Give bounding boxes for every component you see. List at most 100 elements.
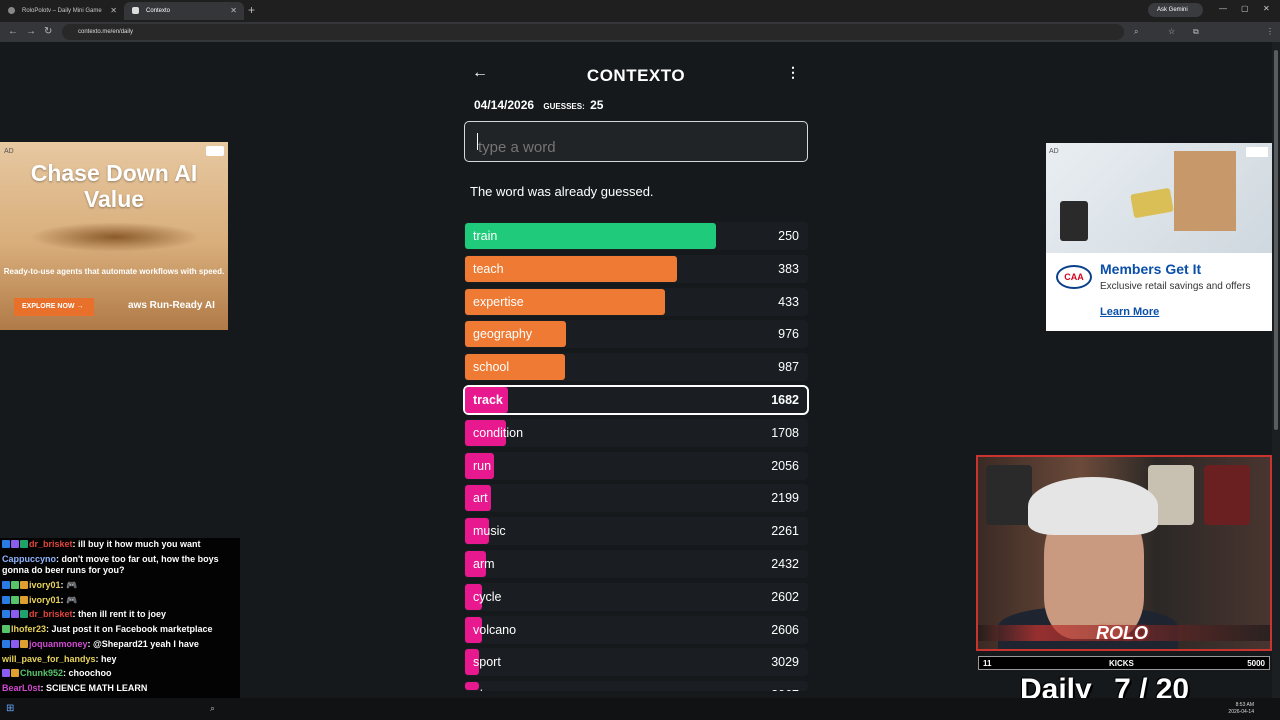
guesses-count: 25 (590, 98, 604, 112)
guess-word: sport (473, 655, 501, 670)
adchoices-icon[interactable] (206, 146, 224, 156)
chat-badge-icon (20, 540, 28, 548)
guess-word: train (473, 229, 498, 243)
chat-username[interactable]: dr_brisket (29, 609, 73, 620)
guess-row: art 2199 (464, 484, 808, 513)
chat-text: : @Shepard21 yeah I have (87, 638, 199, 649)
start-icon[interactable]: ⊞ (6, 703, 15, 714)
extensions-icon[interactable]: ⧉ (1193, 27, 1199, 36)
more-options-icon[interactable]: ⋮ (786, 64, 800, 80)
taskbar: ⊞ ⌕ 8:53 AM 2026-04-14 (0, 698, 1280, 720)
chat-username[interactable]: BearL0st (2, 682, 41, 693)
text-caret (477, 133, 478, 150)
similarity-bar (465, 255, 678, 282)
guess-row: sport 3029 (464, 648, 808, 677)
guess-rank: 2261 (771, 524, 799, 539)
chat-badge-icon (2, 581, 10, 590)
back-icon[interactable]: ← (8, 26, 18, 37)
browser-menu-icon[interactable]: ⋮ (1266, 27, 1274, 36)
chat-badge-icon (2, 540, 10, 548)
minimize-icon[interactable]: — (1219, 4, 1227, 13)
chat-text: : ill buy it how much you want (72, 539, 201, 549)
game-title: CONTEXTO (586, 66, 686, 85)
similarity-bar (465, 419, 507, 446)
chat-badge-icon (2, 595, 10, 604)
similarity-bar (465, 354, 565, 381)
maximize-icon[interactable]: ▢ (1241, 4, 1249, 13)
chat-badge-icon (2, 669, 10, 678)
chat-text: : SCIENCE MATH LEARN (40, 682, 148, 693)
chat-badge-icon (2, 639, 10, 648)
chat-badge-icon (11, 639, 19, 648)
back-arrow-icon[interactable]: ← (472, 64, 488, 81)
learn-more-link[interactable]: Learn More (1100, 306, 1160, 318)
explore-now-button[interactable]: EXPLORE NOW → (14, 298, 94, 316)
guess-word: volcano (473, 622, 517, 637)
kicks-current: 11 (983, 659, 992, 668)
guess-rank: 1682 (771, 392, 799, 407)
ask-gemini-button[interactable]: Ask Gemini (1148, 3, 1203, 17)
similarity-bar (465, 223, 717, 249)
address-bar[interactable]: contexto.me/en/daily (62, 24, 1124, 40)
guess-word: plane (473, 688, 504, 691)
zoom-icon[interactable]: ⌕ (1134, 27, 1139, 36)
chat-username[interactable]: dr_brisket (29, 539, 73, 549)
chat-text: : Just post it on Facebook marketplace (46, 624, 213, 635)
similarity-bar (465, 452, 495, 479)
reload-icon[interactable]: ↻ (44, 26, 53, 37)
word-input[interactable] (464, 121, 808, 162)
similarity-bar (465, 485, 491, 512)
shopping-bag-image (1174, 151, 1236, 231)
window-close-icon[interactable]: ✕ (1263, 4, 1270, 13)
url-text: contexto.me/en/daily (78, 29, 134, 35)
scrollbar-thumb[interactable] (1274, 50, 1278, 430)
guess-rank: 383 (778, 261, 799, 276)
guess-word: track (473, 392, 503, 407)
guess-rank: 976 (778, 327, 799, 342)
new-tab-icon[interactable]: + (248, 3, 256, 17)
ad-banner-left[interactable]: Chase Down AI Value Ready-to-use agents … (0, 142, 228, 330)
tab-rolopolotv[interactable]: RoloPolotv – Daily Mini Game ✕ (0, 2, 124, 20)
chat-message: ivory01: 🎮 (0, 579, 240, 594)
chat-text: : choochoo (63, 668, 112, 679)
guess-word: condition (473, 425, 524, 440)
ad-headline: Members Get It (1100, 261, 1202, 277)
chat-message: Chunk952: choochoo (0, 667, 240, 682)
chat-username[interactable]: lhofer23 (11, 624, 47, 635)
guess-word: geography (473, 327, 533, 342)
tab-contexto[interactable]: Contexto ✕ (124, 2, 244, 20)
chat-username[interactable]: ivory01 (29, 594, 61, 605)
ad-banner-right[interactable]: CAA Members Get It Exclusive retail savi… (1046, 143, 1272, 331)
forward-icon[interactable]: → (26, 26, 36, 37)
browser-toolbar: ← → ↻ contexto.me/en/daily ⌕ ☆ ⧉ ⋮ (0, 22, 1280, 42)
chat-username[interactable]: Chunk952 (20, 668, 64, 679)
tab-close-icon[interactable]: ✕ (230, 6, 237, 15)
guess-rank: 2432 (771, 556, 799, 571)
search-icon[interactable]: ⌕ (210, 703, 216, 713)
chat-username[interactable]: ivory01 (29, 580, 61, 591)
chat-message: ivory01: 🎮 (0, 594, 240, 609)
similarity-bar (465, 518, 490, 545)
chat-message: joquanmoney: @Shepard21 yeah I have (0, 638, 240, 653)
payment-terminal-image (1060, 201, 1088, 241)
guess-row: geography 976 (464, 320, 808, 349)
guess-row: cycle 2602 (464, 582, 808, 611)
stream-chat: dr_brisket: ill buy it how much you want… (0, 538, 240, 718)
adchoices-icon[interactable] (1246, 147, 1268, 157)
chat-username[interactable]: will_pave_for_handys (2, 653, 96, 664)
guess-rank: 2199 (771, 491, 799, 506)
similarity-bar (465, 386, 508, 413)
chat-username[interactable]: Cappuccyno (2, 553, 57, 564)
chat-message: dr_brisket: then ill rent it to joey (0, 608, 240, 623)
guess-row: music 2261 (464, 517, 808, 546)
page-scrollbar[interactable] (1272, 42, 1280, 698)
chat-text: : 🎮 (60, 580, 78, 591)
browser-tab-bar: RoloPolotv – Daily Mini Game ✕ Contexto … (0, 0, 1280, 22)
chat-username[interactable]: joquanmoney (29, 638, 88, 649)
tab-close-icon[interactable]: ✕ (110, 6, 117, 15)
bookmark-star-icon[interactable]: ☆ (1168, 27, 1176, 36)
ad-headline: Chase Down AI Value (30, 160, 198, 213)
guess-word: cycle (473, 589, 502, 604)
guess-rank: 250 (778, 229, 799, 243)
guess-row: train 250 (464, 222, 808, 250)
